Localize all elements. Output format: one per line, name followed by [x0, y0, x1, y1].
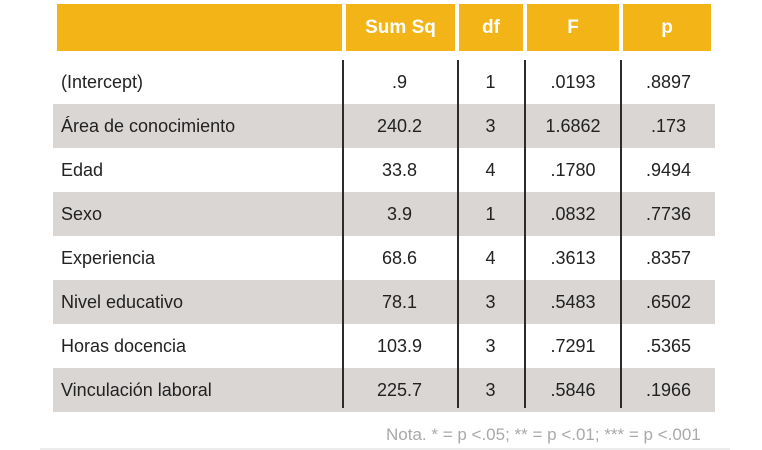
- column-divider: [620, 60, 622, 408]
- df-value: 3: [485, 291, 496, 312]
- row-label: Experiencia: [61, 247, 156, 268]
- sum-sq-value: 103.9: [376, 335, 423, 356]
- p-value: .6502: [645, 291, 692, 312]
- table-row: Área de conocimiento 240.2 3 1.6862 .173: [53, 104, 715, 148]
- f-value: .0832: [550, 203, 596, 224]
- sum-sq-value: 68.6: [381, 247, 418, 268]
- f-value: .5846: [550, 379, 596, 400]
- df-value: 3: [485, 379, 496, 400]
- sum-sq-value: .9: [391, 71, 407, 92]
- column-divider: [457, 60, 459, 408]
- header-cell-sum-sq: Sum Sq: [346, 4, 455, 51]
- row-label: Área de conocimiento: [61, 115, 236, 136]
- header-cell-label: [57, 4, 342, 51]
- f-value: .5483: [550, 291, 596, 312]
- row-label: Horas docencia: [61, 335, 187, 356]
- table-body: (Intercept) .9 1 .0193 .8897 Área de con…: [53, 60, 715, 412]
- footer-divider: [40, 448, 730, 450]
- row-label: Vinculación laboral: [61, 379, 212, 400]
- f-value: .1780: [550, 159, 596, 180]
- header-cell-df: df: [459, 4, 523, 51]
- sum-sq-value: 225.7: [376, 379, 423, 400]
- table-row: Nivel educativo 78.1 3 .5483 .6502: [53, 280, 715, 324]
- df-value: 3: [485, 115, 496, 136]
- column-divider: [342, 60, 344, 408]
- sum-sq-value: 78.1: [381, 291, 418, 312]
- row-label: Sexo: [61, 203, 103, 224]
- row-label: (Intercept): [61, 71, 144, 92]
- table-row: (Intercept) .9 1 .0193 .8897: [53, 60, 715, 104]
- sum-sq-value: 33.8: [381, 159, 418, 180]
- df-value: 1: [485, 71, 496, 92]
- p-value: .7736: [645, 203, 692, 224]
- df-value: 3: [485, 335, 496, 356]
- f-value: 1.6862: [545, 115, 601, 136]
- p-value: .5365: [645, 335, 692, 356]
- table-note: Nota. * = p <.05; ** = p <.01; *** = p <…: [386, 425, 701, 444]
- sum-sq-value: 240.2: [376, 115, 423, 136]
- table-row: Horas docencia 103.9 3 .7291 .5365: [53, 324, 715, 368]
- p-value: .173: [650, 115, 687, 136]
- row-label: Edad: [61, 159, 104, 180]
- p-value: .1966: [645, 379, 692, 400]
- p-value: .8357: [645, 247, 692, 268]
- header-cell-p: p: [623, 4, 711, 51]
- sum-sq-value: 3.9: [386, 203, 413, 224]
- df-value: 4: [485, 159, 496, 180]
- header-cell-f: F: [527, 4, 619, 51]
- row-label: Nivel educativo: [61, 291, 184, 312]
- column-divider: [524, 60, 526, 408]
- p-value: .9494: [645, 159, 692, 180]
- table-row: Vinculación laboral 225.7 3 .5846 .1966: [53, 368, 715, 412]
- f-value: .3613: [550, 247, 596, 268]
- df-value: 4: [485, 247, 496, 268]
- table-row: Edad 33.8 4 .1780 .9494: [53, 148, 715, 192]
- table-row: Experiencia 68.6 4 .3613 .8357: [53, 236, 715, 280]
- p-value: .8897: [645, 71, 692, 92]
- table-row: Sexo 3.9 1 .0832 .7736: [53, 192, 715, 236]
- df-value: 1: [485, 203, 496, 224]
- f-value: .0193: [550, 71, 596, 92]
- f-value: .7291: [550, 335, 596, 356]
